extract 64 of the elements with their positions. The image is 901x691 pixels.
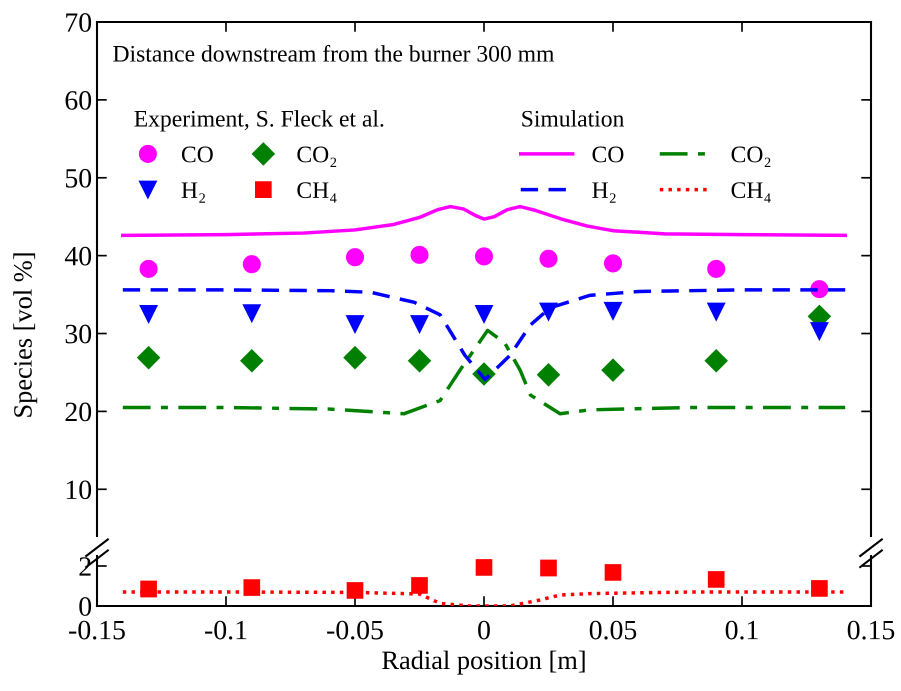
annotation: Experiment, S. Fleck et al. [134,110,384,132]
point [140,580,157,598]
point [410,246,429,264]
point [243,579,260,596]
point [604,254,622,272]
point [810,280,828,298]
point [474,247,494,266]
x-tick-label: -0.1 [205,620,246,640]
legend-label: CO [592,146,624,162]
annotation: Simulation [522,110,624,127]
y-tick-label: 10 [66,480,92,500]
legend-label: H₂ [592,182,616,203]
point [708,571,725,588]
x-tick-label: -0.15 [69,620,125,640]
point [602,358,624,382]
point [411,577,428,594]
point [811,580,828,597]
point [346,582,364,599]
point [410,315,429,334]
point [408,349,431,372]
x-tick-label: 0 [478,620,490,640]
point [810,322,828,340]
point [604,302,622,320]
y-axis-title: Species [vol %] [13,253,38,417]
point [240,349,264,372]
x-axis-title: Radial position [m] [382,650,585,675]
line-series [121,328,847,416]
point [707,302,726,321]
point [476,559,492,576]
x-tick-label: 0.1 [726,620,758,640]
y-tick-label: 50 [66,168,92,188]
point [537,363,560,386]
point [137,346,160,370]
x-tick-label: 0.15 [848,620,894,640]
line-series [121,204,847,238]
point [604,564,622,581]
annotation: Distance downstream from the burner 300 mm [113,44,554,62]
point [346,248,364,266]
y-tick-label: 70 [66,13,92,32]
legend-label: CO₂ [732,146,770,167]
point [540,560,557,576]
point [242,255,261,274]
legend-label: CO [182,146,213,162]
point [242,304,261,322]
y-tick-label: 20 [66,402,92,422]
legend-label: CH₄ [297,182,337,203]
legend-label: CH₄ [732,182,771,203]
y-tick-label: 40 [64,246,92,266]
y-tick-label: 30 [66,324,92,344]
point [704,349,728,372]
point [707,260,726,278]
y-tick-label: 0 [79,597,92,616]
point [140,305,158,324]
point [344,346,366,370]
point [539,250,558,268]
point [474,305,494,324]
x-tick-label: 0.05 [590,620,636,640]
y-tick-label: 60 [66,91,92,110]
point [539,302,558,321]
point [346,315,364,334]
legend-label: H₂ [182,182,205,203]
x-tick-label: -0.05 [327,620,383,640]
legend-label: CO₂ [297,146,336,167]
point [140,260,158,278]
